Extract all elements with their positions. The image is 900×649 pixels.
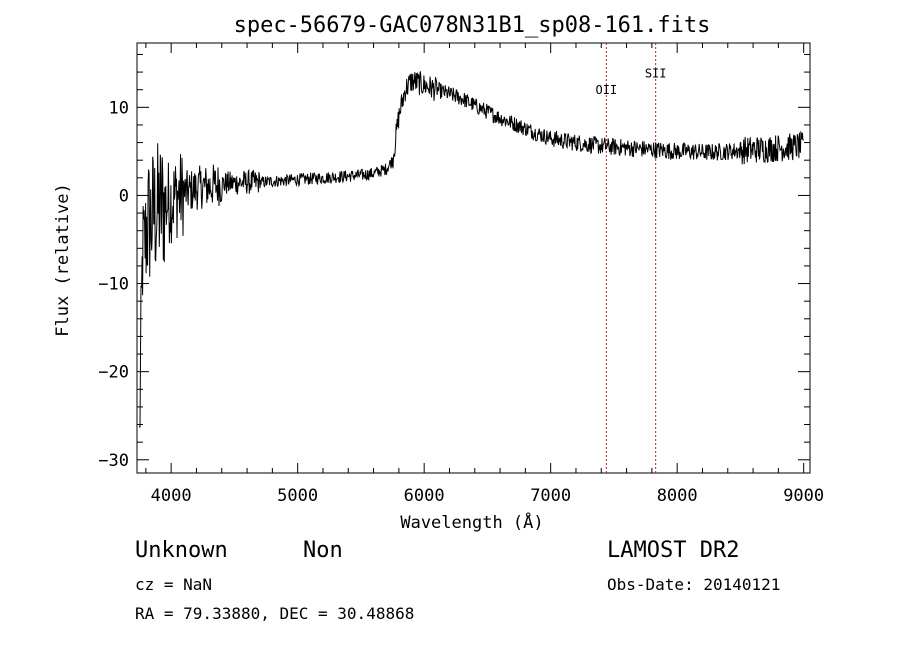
spectrum-line [139,71,804,428]
coordinates-text: RA = 79.33880, DEC = 30.48868 [135,604,415,623]
x-tick-label: 9000 [783,486,824,506]
y-tick-label: −10 [98,275,129,295]
plot-frame [136,42,811,474]
line-marker-label: SII [645,66,667,80]
x-tick-label: 4000 [151,486,192,506]
y-tick-label: −20 [98,363,129,383]
survey-label: LAMOST DR2 [607,538,740,563]
y-tick-label: 10 [109,98,129,118]
axis-ticks [137,43,810,473]
subclass-text: Non [303,538,343,563]
x-tick-label: 7000 [530,486,571,506]
y-axis-label: Flux (relative) [53,183,73,337]
y-tick-label: −30 [98,451,129,471]
axis-tick-labels: 4000 5000 6000 7000 8000 9000 −30 −20 −10 0 10 [98,98,824,506]
redshift-text: cz = NaN [135,575,213,594]
chart-title: spec-56679-GAC078N31B1_sp08-161.fits [234,13,711,38]
emission-line-markers: OII SII [595,43,667,473]
x-axis-label: Wavelength (Å) [400,511,543,533]
x-tick-label: 8000 [657,486,698,506]
x-tick-label: 5000 [277,486,318,506]
x-tick-label: 6000 [404,486,445,506]
y-tick-label: 0 [119,186,129,206]
class-text: Unknown [135,538,228,563]
line-marker-label: OII [595,83,617,97]
obs-date-text: Obs-Date: 20140121 [607,575,781,594]
